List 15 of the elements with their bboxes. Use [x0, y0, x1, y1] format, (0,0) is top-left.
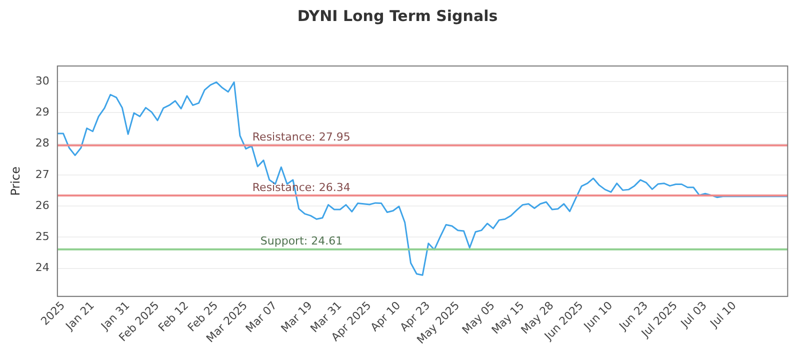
x-tick-label: Jun 10: [580, 298, 616, 334]
x-tick-label: Jan 21: [62, 298, 97, 334]
x-tick-label: Jul 10: [707, 298, 739, 331]
x-tick-label: Jul 03: [678, 298, 710, 331]
chart-title: DYNI Long Term Signals: [297, 6, 498, 25]
y-tick-label: 28: [35, 136, 50, 150]
y-axis-title: Price: [8, 166, 22, 196]
y-tick-label: 25: [35, 230, 50, 244]
y-tick-label: 29: [35, 106, 50, 119]
ref-line-label: Resistance: 27.95: [252, 130, 350, 144]
y-tick-label: 24: [35, 261, 50, 274]
ref-line-label: Support: 24.61: [260, 234, 343, 248]
y-tick-label: 30: [35, 74, 50, 88]
y-tick-label: 26: [35, 198, 50, 212]
y-tick-label: 27: [35, 168, 50, 181]
